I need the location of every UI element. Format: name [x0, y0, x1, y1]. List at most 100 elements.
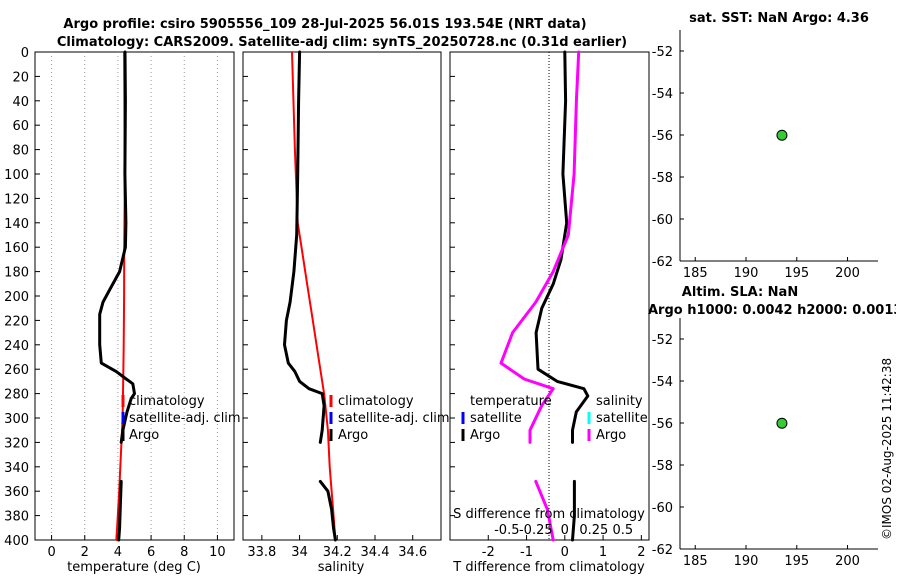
sst-map-panel: sat. SST: NaN Argo: 4.36 185 190 195 200 -52… [652, 11, 878, 281]
legend-salinity-title: salinity [596, 394, 643, 409]
legend-t-satellite-label: satellite [470, 411, 522, 426]
map-yticklabel: -56 [652, 417, 673, 432]
series-argo [98, 50, 136, 444]
sla-map-subtitle: Argo h1000: 0.0042 h2000: 0.0013 [648, 303, 900, 318]
depth-ticklabel: 40 [12, 95, 29, 110]
legend-s-argo-label: Argo [596, 428, 626, 443]
difference-ticks: -2 -1 0 1 2 [450, 51, 645, 560]
difference-ticklabel: 1 [599, 545, 607, 560]
series-s-argo [534, 479, 555, 542]
temperature-ticklabel: 2 [81, 545, 89, 560]
map-yticklabel: -62 [652, 255, 673, 270]
map-yticklabel: -56 [652, 129, 673, 144]
depth-ticklabel: 240 [4, 339, 29, 354]
difference-ticklabel: -2 [482, 545, 495, 560]
map-xticklabel: 200 [835, 554, 860, 569]
map-yticklabel: -58 [652, 459, 673, 474]
temperature-legend: climatology satellite-adj. clim Argo [121, 394, 241, 443]
temperature-gridlines [51, 52, 218, 540]
depth-ticklabel: 140 [4, 217, 29, 232]
map-xticklabel: 185 [683, 266, 708, 281]
right-edge-mask [896, 0, 900, 580]
s-difference-ticklabel: 0.5 [612, 523, 633, 538]
depth-ticklabel: 80 [12, 144, 29, 159]
map-yticklabel: -52 [652, 333, 673, 348]
series-argo [283, 50, 326, 444]
argo-position-marker [776, 129, 788, 141]
depth-ticklabel: 320 [4, 436, 29, 451]
depth-ticklabel: 280 [4, 388, 29, 403]
temperature-panel: 0204060801001201401601802002202402602803… [4, 46, 240, 575]
temperature-xlabel: temperature (deg C) [67, 560, 201, 575]
temperature-ticklabel: 6 [147, 545, 155, 560]
salinity-ticklabel: 34 [291, 545, 308, 560]
map-xticklabel: 185 [683, 554, 708, 569]
series-s-argo [499, 50, 581, 444]
s-difference-axis-label: S difference from climatology [453, 507, 645, 522]
salinity-ticks: 33.8 34 34.2 34.4 34.6 [243, 51, 427, 560]
salinity-ticklabel: 33.8 [247, 545, 276, 560]
salinity-legend: climatology satellite-adj. clim Argo [329, 394, 450, 443]
depth-ticklabel: 380 [4, 510, 29, 525]
map-yticklabel: -60 [652, 213, 673, 228]
map-xticklabel: 195 [784, 554, 809, 569]
depth-ticklabel: 340 [4, 461, 29, 476]
s-difference-ticklabel: -0.5 [494, 523, 519, 538]
depth-ticklabel: 100 [4, 168, 29, 183]
depth-ticklabel: 60 [12, 119, 29, 134]
depth-ticklabel: 180 [4, 266, 29, 281]
salinity-ticklabel: 34.4 [361, 545, 390, 560]
depth-ticklabel: 200 [4, 290, 29, 305]
difference-profiles [499, 50, 590, 542]
temperature-axes-box [34, 51, 235, 541]
map-xticklabel: 195 [784, 266, 809, 281]
imos-timestamp-watermark: ©IMOS 02-Aug-2025 11:42:38 [880, 358, 894, 540]
temperature-ticklabel: 0 [47, 545, 55, 560]
depth-ticklabel: 160 [4, 241, 29, 256]
map-xticklabel: 190 [734, 266, 759, 281]
title-line-1: Argo profile: csiro 5905556_109 28-Jul-2… [63, 17, 586, 32]
sla-map-panel: Altim. SLA: NaN Argo h1000: 0.0042 h2000… [648, 285, 900, 569]
legend-temperature-title: temperature [470, 394, 552, 409]
sla-map-markers [776, 417, 788, 429]
map-xticklabel: 200 [835, 266, 860, 281]
depth-ticklabel: 300 [4, 412, 29, 427]
difference-ticklabel: 2 [637, 545, 645, 560]
depth-ticklabel: 360 [4, 485, 29, 500]
map-yticklabel: -62 [652, 543, 673, 558]
legend-s-satellite-label: satellite [596, 411, 648, 426]
sla-map-ticks: 185 190 195 200 -52 -54 -56 -58 -60 -62 [652, 333, 860, 569]
map-yticklabel: -60 [652, 501, 673, 516]
difference-ticklabel: -1 [520, 545, 533, 560]
difference-legend: temperature satellite Argo salinity sate… [461, 394, 648, 443]
depth-ticklabel: 0 [21, 46, 29, 61]
temperature-profiles [98, 50, 136, 542]
difference-ticklabel: 0 [561, 545, 569, 560]
difference-xlabel: T difference from climatology [452, 560, 645, 575]
series-t-argo [571, 479, 576, 542]
series-t-argo [534, 50, 590, 444]
difference-panel: -2 -1 0 1 2 T difference from climatology S … [449, 50, 650, 575]
legend-climatology-label: climatology [129, 394, 205, 409]
legend-satellite-adj-label: satellite-adj. clim [129, 411, 241, 426]
map-yticklabel: -54 [652, 87, 673, 102]
salinity-axes-box [242, 51, 442, 541]
salinity-ticklabel: 34.6 [398, 545, 427, 560]
legend-argo-label: Argo [129, 428, 159, 443]
legend-climatology-label: climatology [338, 394, 414, 409]
sst-map-markers [776, 129, 788, 141]
temperature-ticklabel: 8 [180, 545, 188, 560]
salinity-xlabel: salinity [318, 560, 365, 575]
series-argo [117, 479, 123, 542]
legend-satellite-adj-label: satellite-adj. clim [338, 411, 450, 426]
temperature-ticklabel: 10 [209, 545, 226, 560]
legend-t-argo-label: Argo [470, 428, 500, 443]
sst-map-title: sat. SST: NaN Argo: 4.36 [689, 11, 869, 26]
temperature-ticklabel: 4 [114, 545, 122, 560]
s-difference-ticklabels: -0.5 -0.25 0 0.25 0.5 [494, 523, 633, 538]
s-difference-ticklabel: -0.25 [519, 523, 553, 538]
map-yticklabel: -52 [652, 45, 673, 60]
depth-ticklabel: 20 [12, 70, 29, 85]
map-yticklabel: -54 [652, 375, 673, 390]
